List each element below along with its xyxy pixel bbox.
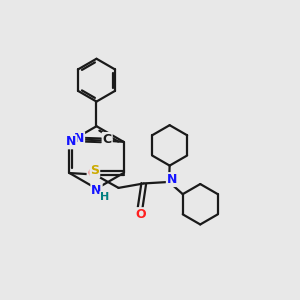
Text: H: H xyxy=(100,192,110,202)
Text: S: S xyxy=(90,164,99,178)
Text: O: O xyxy=(135,208,146,221)
Text: C: C xyxy=(103,133,112,146)
Text: N: N xyxy=(91,184,102,196)
Text: N: N xyxy=(66,135,76,148)
Text: N: N xyxy=(167,173,177,186)
Text: N: N xyxy=(74,132,84,146)
Text: O: O xyxy=(88,167,98,179)
